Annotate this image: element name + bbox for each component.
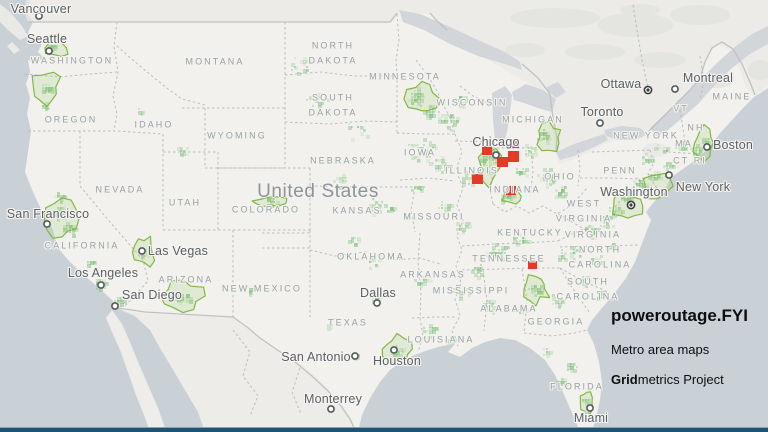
bottom-bar [0, 427, 768, 432]
vancouver-island [0, 4, 28, 40]
city-dot-icon [703, 143, 711, 151]
island-sliver [7, 42, 20, 54]
metro-outline-san-francisco [43, 197, 80, 239]
city-dot-icon [43, 220, 51, 228]
outage-square [472, 174, 483, 184]
metro-outline-boston [692, 123, 715, 163]
great-lakes [399, 10, 768, 160]
metro-outline-denver [251, 196, 288, 207]
metro-outline-portland [31, 71, 62, 108]
city-dot-icon [45, 47, 53, 55]
canada-tint [0, 0, 768, 164]
metro-outline-atlanta [523, 274, 551, 307]
brand-project: Gridmetrics Project [611, 372, 724, 387]
brand-title: poweroutage.FYI [611, 306, 748, 325]
metro-outline-phoenix [159, 279, 206, 314]
city-dot-icon [35, 12, 43, 20]
city-dot-icon [390, 346, 398, 354]
city-dot-icon [492, 151, 500, 159]
outage-square [506, 186, 516, 195]
city-dot-icon [351, 352, 359, 360]
outage-square [497, 157, 508, 167]
city-dot-icon [671, 85, 679, 93]
city-dots-layer [35, 12, 711, 413]
city-dot-icon [665, 171, 673, 179]
city-dot-icon [373, 299, 381, 307]
brand-project-bold: Grid [611, 372, 638, 387]
outage-square [509, 139, 519, 148]
outage-layer [472, 139, 537, 269]
outage-square [508, 151, 519, 162]
metro-outline-houston [381, 332, 413, 363]
metro-outline-minneapolis [403, 80, 441, 112]
city-dot-icon [327, 405, 335, 413]
state-borders [24, 4, 705, 417]
city-dot-icon [596, 119, 604, 127]
baja-peninsula [106, 310, 166, 432]
metro-outline-new-york-nj [642, 172, 674, 200]
outage-square [528, 261, 537, 269]
brand-subtitle: Metro area maps [611, 342, 710, 357]
outage-square [482, 146, 492, 155]
city-dot-icon [138, 247, 146, 255]
city-dot-icon [97, 281, 105, 289]
density-heat-layer [42, 45, 711, 406]
terrain-texture [505, 4, 768, 157]
brand-project-rest: metrics Project [637, 372, 724, 387]
metro-outline-detroit [536, 120, 562, 153]
mexico-tint [118, 310, 356, 432]
city-dot-icon [586, 404, 594, 412]
country-borders [28, 12, 756, 432]
city-dot-icon [111, 302, 119, 310]
